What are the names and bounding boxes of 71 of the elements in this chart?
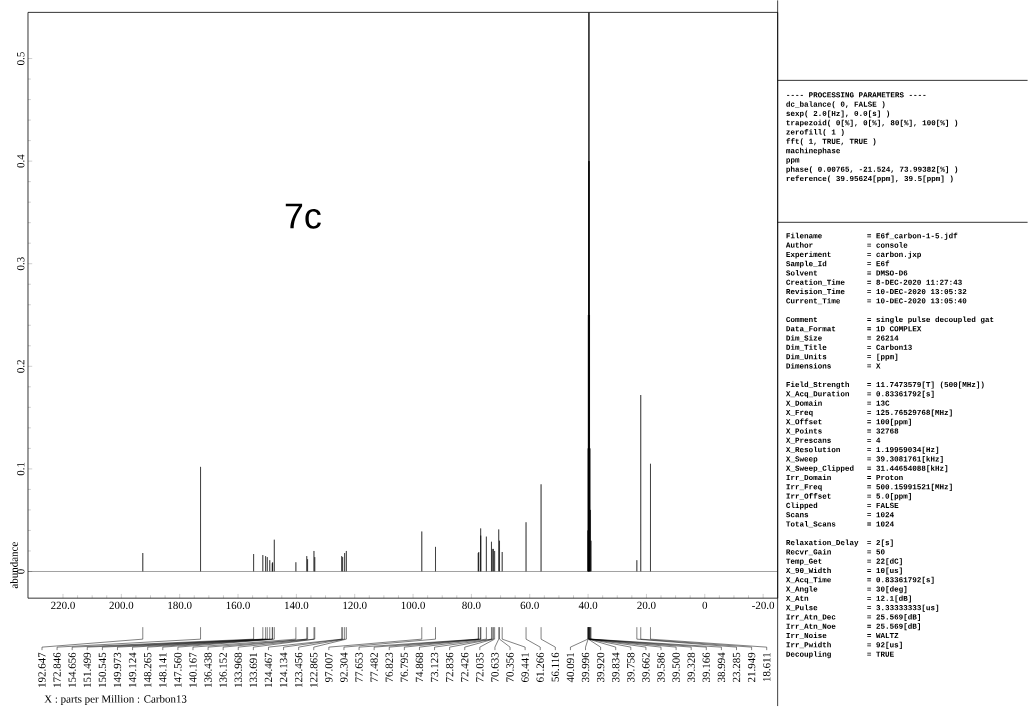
annotation: 39.500 [672, 652, 680, 683]
annotation: 172.846 [53, 652, 61, 688]
x-tick-label: 0 [702, 601, 708, 610]
annotation: 73.123 [430, 653, 439, 682]
y-tick-label: 0.2 [17, 360, 25, 373]
annotation: 72.426 [461, 652, 469, 682]
annotation: 72.836 [445, 652, 454, 682]
annotation: 133.691 [249, 653, 258, 688]
annotation: 133.968 [234, 652, 242, 688]
annotation: 147.560 [174, 652, 182, 688]
annotation: 151.499 [83, 653, 91, 688]
annotation: 124.134 [279, 652, 288, 688]
annotation: 61.266 [536, 652, 544, 683]
x-tick-label: 40.0 [578, 601, 598, 610]
y-tick-label: 0 [17, 569, 25, 575]
annotation: 40.091 [566, 653, 575, 683]
x-tick-label: 20.0 [637, 601, 656, 610]
x-tick-label: 140.0 [285, 601, 309, 610]
y-tick-label: 0.5 [17, 52, 25, 66]
annotation: 56.116 [551, 652, 560, 682]
y-axis-title: abundance [10, 542, 18, 589]
annotation: 23.285 [732, 653, 741, 683]
annotation: 70.633 [491, 653, 499, 682]
annotation: 77.482 [370, 653, 378, 682]
annotation: 72.035 [476, 653, 484, 682]
annotation: 136.152 [219, 653, 227, 688]
annotation: 192.647 [38, 652, 46, 688]
annotation: 76.795 [400, 653, 409, 682]
annotation: 18.611 [762, 653, 771, 682]
x-tick-label: 220.0 [51, 601, 75, 610]
annotation: 74.868 [415, 652, 424, 682]
y-tick-label: 0.1 [17, 462, 25, 476]
annotation: 149.124 [128, 652, 137, 688]
annotation: 148.141 [159, 653, 167, 688]
annotation: 122.865 [310, 653, 318, 688]
annotation: 69.441 [521, 653, 529, 683]
annotation: 92.304 [340, 652, 348, 683]
annotation: 124.467 [264, 652, 273, 688]
x-tick-label: 100.0 [401, 601, 425, 610]
x-tick-label: 200.0 [109, 601, 134, 610]
annotation: 38.994 [717, 652, 726, 683]
annotation: 149.973 [113, 653, 122, 688]
x-tick-label: 80.0 [462, 601, 481, 610]
annotation: 21.949 [747, 653, 756, 683]
annotation: 148.265 [143, 653, 152, 688]
annotation: 39.758 [627, 652, 635, 683]
annotation: 39.920 [596, 652, 605, 683]
annotation: 154.656 [68, 652, 76, 688]
y-tick-label: 0.3 [17, 257, 25, 271]
text: X : parts per Million : Carbon13 [44, 695, 187, 706]
x-tick-label: 60.0 [520, 601, 539, 610]
annotation: 76.823 [385, 653, 393, 682]
y-tick-label: 0.4 [17, 154, 25, 168]
annotation: 39.834 [612, 652, 620, 683]
x-tick-label: 120.0 [343, 601, 367, 610]
x-tick-label: 160.0 [226, 601, 250, 610]
annotation: 39.328 [687, 652, 695, 683]
annotation: 70.356 [506, 652, 514, 682]
annotation: 97.007 [325, 652, 333, 683]
annotation: 39.662 [642, 653, 650, 683]
x-tick-label: -20.0 [752, 601, 775, 610]
annotation: 123.456 [294, 652, 303, 688]
annotation: 39.166 [702, 652, 711, 683]
annotation: 7c [285, 203, 321, 229]
annotation: 140.167 [189, 652, 197, 688]
annotation: 150.545 [98, 653, 107, 688]
annotation: 39.586 [657, 652, 665, 683]
x-tick-label: 180.0 [168, 601, 192, 610]
annotation: 136.438 [204, 652, 212, 688]
annotation: 39.996 [581, 652, 590, 683]
annotation: 77.653 [355, 653, 363, 682]
